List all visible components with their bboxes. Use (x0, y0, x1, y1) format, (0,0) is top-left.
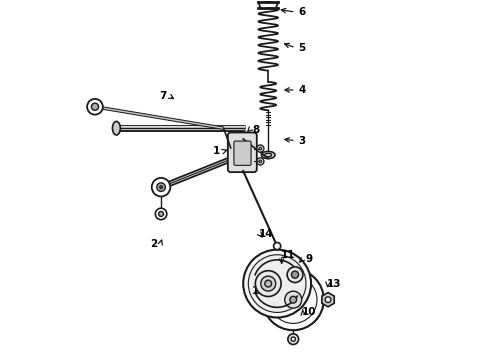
FancyBboxPatch shape (228, 132, 257, 172)
Text: 11: 11 (281, 250, 295, 260)
Circle shape (291, 337, 295, 341)
Circle shape (288, 334, 298, 345)
Circle shape (273, 243, 281, 249)
Text: 2: 2 (150, 239, 157, 249)
Circle shape (160, 186, 163, 189)
Circle shape (157, 183, 165, 192)
Circle shape (152, 178, 171, 197)
Text: 10: 10 (302, 307, 317, 317)
Text: 1: 1 (213, 147, 220, 157)
Circle shape (255, 271, 281, 297)
Text: 13: 13 (327, 279, 342, 289)
Text: 12: 12 (252, 286, 267, 296)
Circle shape (263, 269, 324, 330)
Text: 9: 9 (306, 253, 313, 264)
Polygon shape (322, 293, 334, 307)
FancyBboxPatch shape (234, 141, 251, 165)
Circle shape (261, 276, 276, 291)
Text: 4: 4 (298, 85, 306, 95)
Circle shape (290, 296, 296, 303)
Circle shape (287, 267, 303, 283)
Circle shape (265, 280, 271, 287)
Text: 8: 8 (252, 125, 259, 135)
Circle shape (259, 160, 262, 163)
Circle shape (325, 297, 331, 302)
Circle shape (257, 145, 264, 152)
Circle shape (243, 249, 311, 318)
Text: 14: 14 (259, 229, 274, 239)
Circle shape (248, 255, 306, 312)
Circle shape (270, 276, 317, 323)
Circle shape (259, 147, 262, 150)
Circle shape (87, 99, 103, 114)
Text: 7: 7 (159, 91, 167, 101)
Text: 3: 3 (298, 136, 306, 146)
Circle shape (264, 0, 273, 2)
Circle shape (285, 291, 302, 308)
Circle shape (257, 158, 264, 165)
Text: 5: 5 (298, 43, 306, 53)
Ellipse shape (265, 153, 272, 157)
Circle shape (159, 211, 164, 216)
Ellipse shape (262, 152, 275, 158)
Ellipse shape (113, 121, 121, 135)
Circle shape (292, 271, 298, 278)
Circle shape (155, 208, 167, 220)
Text: 6: 6 (298, 7, 306, 17)
Circle shape (92, 103, 98, 111)
